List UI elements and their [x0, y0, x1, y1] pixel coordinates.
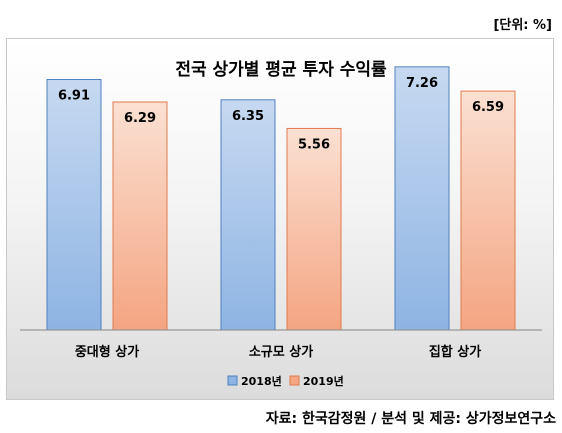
category-label: 집합 상가 [429, 344, 481, 360]
data-label: 6.35 [232, 109, 264, 124]
source-text: 자료: 한국감정원 / 분석 및 제공: 상가정보연구소 [265, 411, 556, 427]
category-label: 중대형 상가 [75, 344, 139, 360]
bar-2019-1 [112, 101, 168, 331]
data-label: 6.91 [58, 89, 90, 104]
bar-2018-1 [46, 79, 102, 331]
legend-label: 2019년 [303, 374, 344, 388]
bar-2018-3 [394, 66, 450, 331]
chart-title: 전국 상가별 평균 투자 수익률 [175, 60, 387, 80]
data-label: 6.29 [124, 111, 156, 126]
bar-2019-3 [460, 90, 516, 331]
category-label: 소규모 상가 [249, 345, 313, 360]
unit-label: [단위: %] [493, 18, 552, 33]
bar-2019-2 [286, 127, 342, 331]
legend-swatch-2018 [227, 375, 238, 386]
data-label: 5.56 [298, 137, 330, 152]
legend-swatch-2019 [289, 375, 300, 386]
legend-label: 2018년 [241, 374, 282, 388]
data-label: 7.26 [406, 76, 438, 91]
bar-2018-2 [220, 99, 276, 331]
data-label: 6.59 [472, 100, 504, 115]
